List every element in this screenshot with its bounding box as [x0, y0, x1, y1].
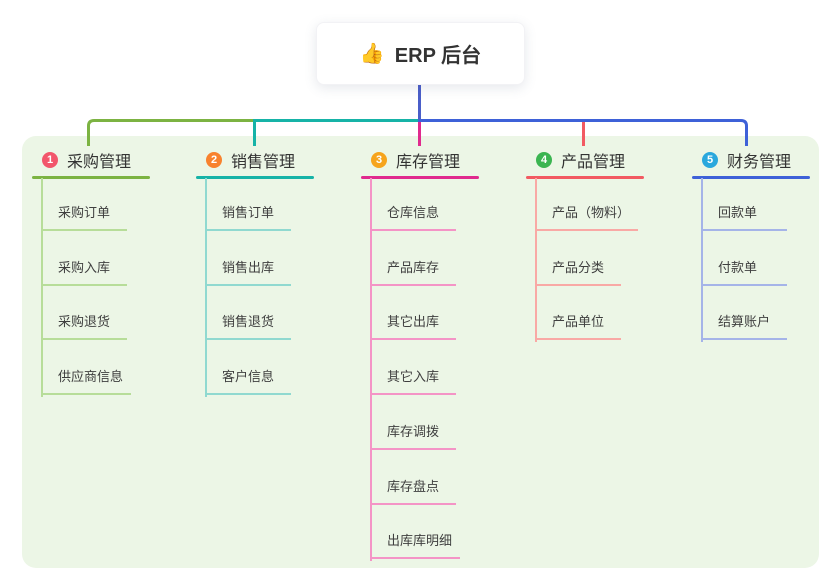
branch-number-badge: 3	[371, 152, 387, 168]
child-node[interactable]: 其它入库	[370, 368, 456, 396]
branch-title[interactable]: 5 财务管理	[702, 150, 792, 171]
branch-title-label: 产品管理	[561, 154, 626, 171]
child-node[interactable]: 产品库存	[370, 259, 456, 286]
child-node[interactable]: 付款单	[701, 259, 787, 286]
child-node[interactable]: 采购退货	[41, 313, 127, 341]
root-node[interactable]: 👍 ERP 后台	[316, 22, 525, 85]
child-node[interactable]: 结算账户	[701, 313, 787, 341]
children-connector-line	[535, 178, 537, 343]
branches-panel	[22, 136, 819, 568]
child-node[interactable]: 产品单位	[535, 313, 621, 341]
branch-title-underline	[692, 176, 810, 179]
branch-title-label: 销售管理	[231, 154, 296, 171]
branch-title[interactable]: 3 库存管理	[371, 150, 461, 171]
child-node[interactable]: 销售出库	[205, 259, 291, 286]
branch-title-label: 财务管理	[727, 154, 792, 171]
branch-title-label: 采购管理	[67, 154, 132, 171]
children-connector-line	[41, 178, 43, 398]
branch-title-label: 库存管理	[396, 154, 461, 171]
branch-title[interactable]: 2 销售管理	[206, 150, 296, 171]
child-node[interactable]: 回款单	[701, 204, 787, 231]
child-node[interactable]: 销售退货	[205, 313, 291, 341]
branch-number-badge: 5	[702, 152, 718, 168]
branch-title-underline	[32, 176, 150, 179]
children-connector-line	[701, 178, 703, 343]
branch-title-underline	[196, 176, 314, 179]
child-node[interactable]: 采购入库	[41, 259, 127, 286]
branch-title[interactable]: 4 产品管理	[536, 150, 626, 171]
child-node[interactable]: 采购订单	[41, 204, 127, 231]
child-node[interactable]: 销售订单	[205, 204, 291, 231]
child-node[interactable]: 出库库明细	[370, 532, 461, 560]
branch-title-underline	[361, 176, 479, 179]
root-title: ERP 后台	[394, 45, 482, 67]
branch-number-badge: 1	[42, 152, 58, 168]
branch-title-underline	[526, 176, 644, 179]
children-connector-line	[205, 178, 207, 398]
thumbs-up-icon: 👍	[359, 43, 385, 65]
children-connector-line	[370, 178, 372, 562]
child-node[interactable]: 产品（物料）	[535, 204, 639, 231]
child-node[interactable]: 产品分类	[535, 259, 621, 286]
child-node[interactable]: 库存调拨	[370, 423, 456, 450]
branch-number-badge: 2	[206, 152, 222, 168]
branch-title[interactable]: 1 采购管理	[42, 150, 132, 171]
child-node[interactable]: 其它出库	[370, 313, 456, 341]
child-node[interactable]: 库存盘点	[370, 478, 456, 505]
child-node[interactable]: 供应商信息	[41, 368, 132, 396]
child-node[interactable]: 客户信息	[205, 368, 291, 396]
child-node[interactable]: 仓库信息	[370, 204, 456, 231]
branch-number-badge: 4	[536, 152, 552, 168]
